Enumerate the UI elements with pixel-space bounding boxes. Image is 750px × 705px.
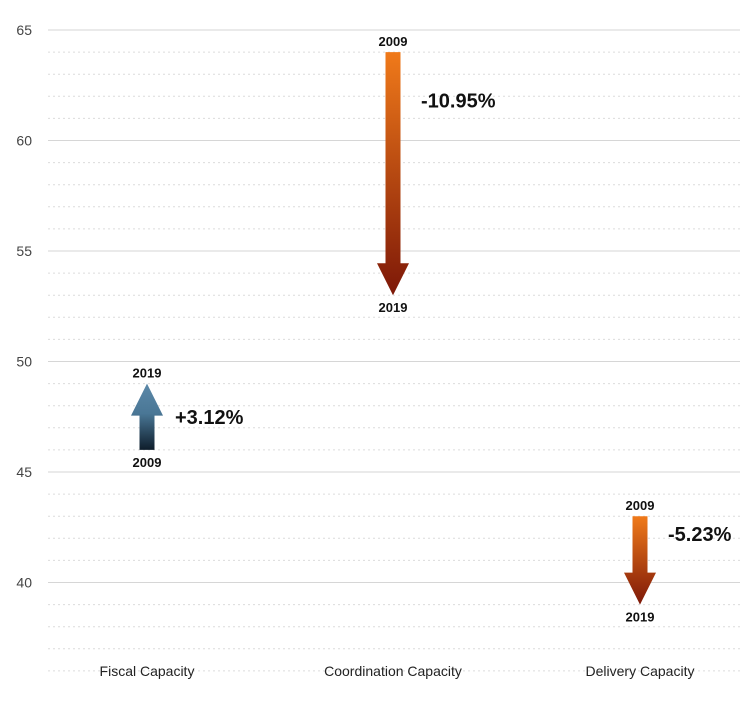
start-year-label: 2009 [626,498,655,513]
y-tick-label: 65 [16,22,32,38]
arrow-mark [624,516,656,605]
change-label: +3.12% [175,407,244,429]
y-axis: 40 45 50 55 60 65 [16,22,32,591]
start-year-label: 2009 [379,34,408,49]
y-tick-label: 40 [16,575,32,591]
x-category-label: Coordination Capacity [324,663,462,679]
arrow-3: 2009 2019 -5.23% [624,498,732,625]
arrow-1: 2019 2009 +3.12% [131,366,244,470]
arrow-mark [377,52,409,296]
arrow-series: 2019 2009 +3.12% 2009 2019 -10.95% 2009 2019 -5.… [131,34,732,625]
arrow-2: 2009 2019 -10.95% [377,34,496,315]
y-tick-label: 60 [16,133,32,149]
end-year-label: 2009 [133,455,162,470]
y-tick-label: 45 [16,464,32,480]
end-year-label: 2019 [379,300,408,315]
gridlines [48,29,740,672]
x-category-label: Delivery Capacity [586,663,695,679]
x-axis: Fiscal Capacity Coordination Capacity Deli… [100,663,695,679]
end-year-label: 2019 [626,610,655,625]
arrow-mark [131,383,163,450]
start-year-label: 2019 [133,366,162,381]
x-category-label: Fiscal Capacity [100,663,195,679]
y-tick-label: 50 [16,354,32,370]
change-label: -10.95% [421,91,496,113]
change-label: -5.23% [668,524,732,546]
y-tick-label: 55 [16,243,32,259]
